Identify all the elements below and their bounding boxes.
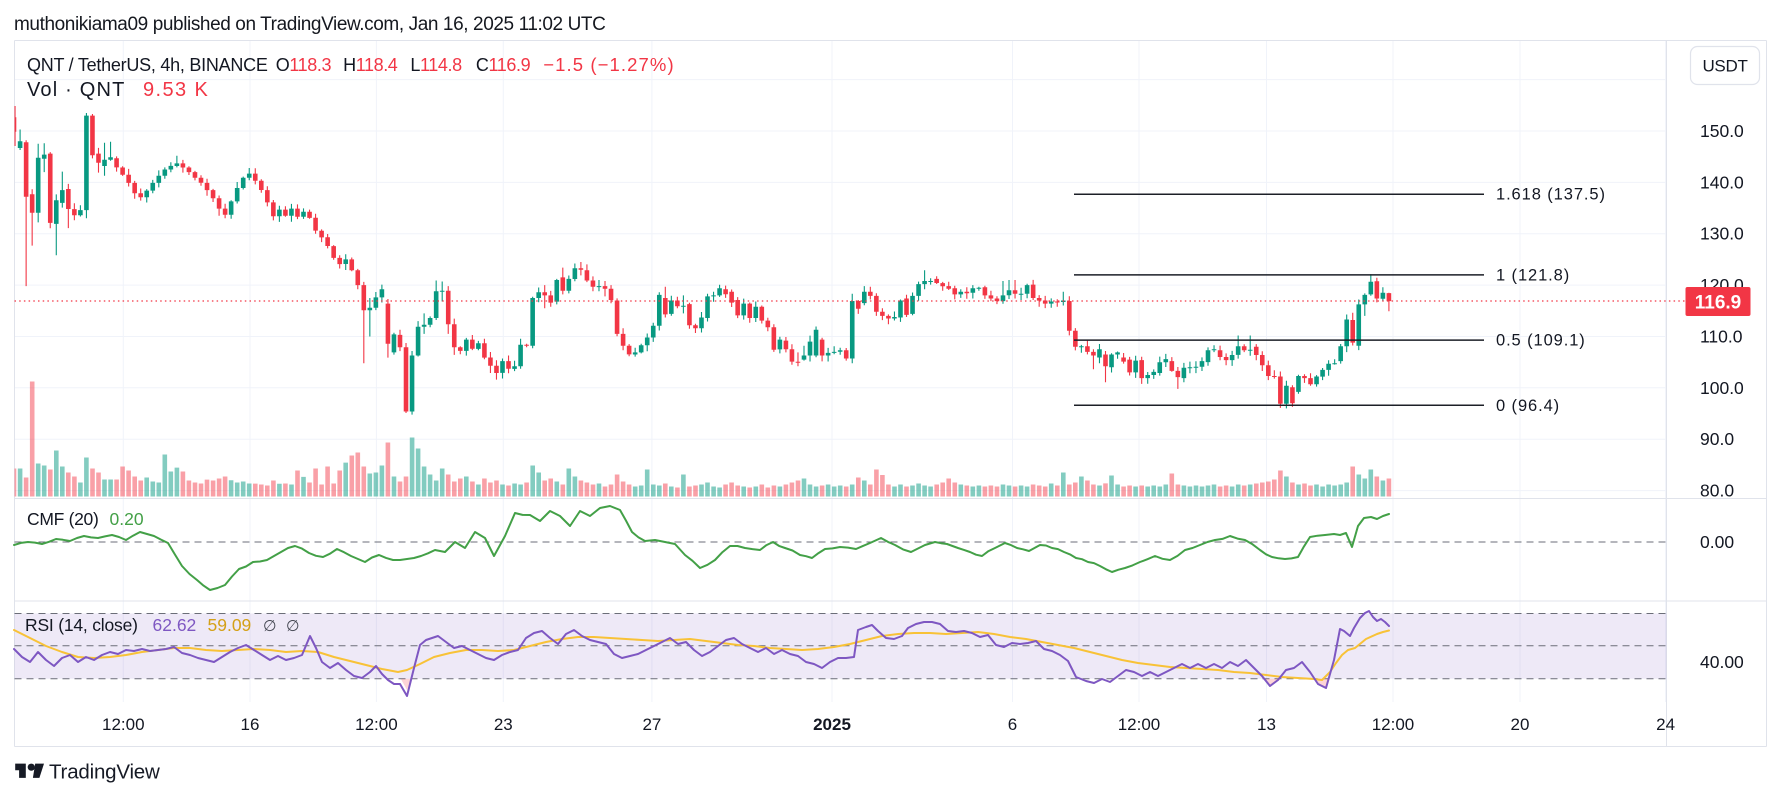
svg-text:140.0: 140.0 xyxy=(1700,172,1744,192)
svg-text:12:00: 12:00 xyxy=(102,715,145,734)
svg-text:100.0: 100.0 xyxy=(1700,378,1744,398)
svg-text:62.62: 62.62 xyxy=(153,615,197,635)
svg-text:12:00: 12:00 xyxy=(1372,715,1415,734)
svg-text:TradingView: TradingView xyxy=(49,760,160,783)
svg-text:110.0: 110.0 xyxy=(1700,327,1743,347)
svg-text:2025: 2025 xyxy=(813,715,851,734)
svg-text:∅: ∅ xyxy=(286,618,300,635)
svg-text:9.53 K: 9.53 K xyxy=(143,79,209,101)
svg-text:12:00: 12:00 xyxy=(355,715,398,734)
svg-text:Vol · QNT: Vol · QNT xyxy=(27,79,126,101)
svg-text:23: 23 xyxy=(494,715,513,734)
svg-text:O118.3: O118.3 xyxy=(276,55,332,75)
svg-text:H118.4: H118.4 xyxy=(343,55,398,75)
svg-text:0.20: 0.20 xyxy=(110,509,144,529)
svg-text:150.0: 150.0 xyxy=(1700,121,1744,141)
svg-text:muthonikiama09 published on Tr: muthonikiama09 published on TradingView.… xyxy=(14,14,605,35)
svg-text:59.09: 59.09 xyxy=(208,615,252,635)
svg-text:QNT / TetherUS, 4h, BINANCE: QNT / TetherUS, 4h, BINANCE xyxy=(27,55,268,75)
svg-text:27: 27 xyxy=(642,715,661,734)
svg-text:130.0: 130.0 xyxy=(1700,224,1744,244)
svg-text:13: 13 xyxy=(1257,715,1276,734)
svg-text:USDT: USDT xyxy=(1702,57,1747,76)
svg-text:∅: ∅ xyxy=(263,618,277,635)
svg-text:C116.9: C116.9 xyxy=(476,55,531,75)
svg-text:16: 16 xyxy=(241,715,260,734)
svg-text:12:00: 12:00 xyxy=(1118,715,1161,734)
svg-text:1.618 (137.5): 1.618 (137.5) xyxy=(1496,186,1606,204)
svg-text:CMF (20): CMF (20) xyxy=(27,509,99,529)
svg-text:6: 6 xyxy=(1008,715,1017,734)
svg-text:0.5 (109.1): 0.5 (109.1) xyxy=(1496,332,1586,350)
svg-text:24: 24 xyxy=(1656,715,1675,734)
svg-text:RSI (14, close): RSI (14, close) xyxy=(25,615,138,635)
svg-text:20: 20 xyxy=(1511,715,1530,734)
svg-text:80.0: 80.0 xyxy=(1700,481,1734,501)
svg-text:0 (96.4): 0 (96.4) xyxy=(1496,397,1560,415)
svg-text:0.00: 0.00 xyxy=(1700,532,1734,552)
svg-text:1 (121.8): 1 (121.8) xyxy=(1496,266,1570,284)
svg-text:40.00: 40.00 xyxy=(1700,652,1744,672)
svg-text:90.0: 90.0 xyxy=(1700,429,1734,449)
svg-text:L114.8: L114.8 xyxy=(410,55,462,75)
svg-text:−1.5 (−1.27%): −1.5 (−1.27%) xyxy=(543,54,675,75)
svg-text:116.9: 116.9 xyxy=(1695,292,1742,313)
